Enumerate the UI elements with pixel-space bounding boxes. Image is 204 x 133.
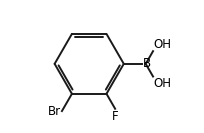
Text: Br: Br: [48, 105, 61, 118]
Text: OH: OH: [153, 77, 171, 90]
Text: F: F: [111, 110, 118, 123]
Text: B: B: [142, 57, 151, 70]
Text: OH: OH: [153, 38, 171, 51]
